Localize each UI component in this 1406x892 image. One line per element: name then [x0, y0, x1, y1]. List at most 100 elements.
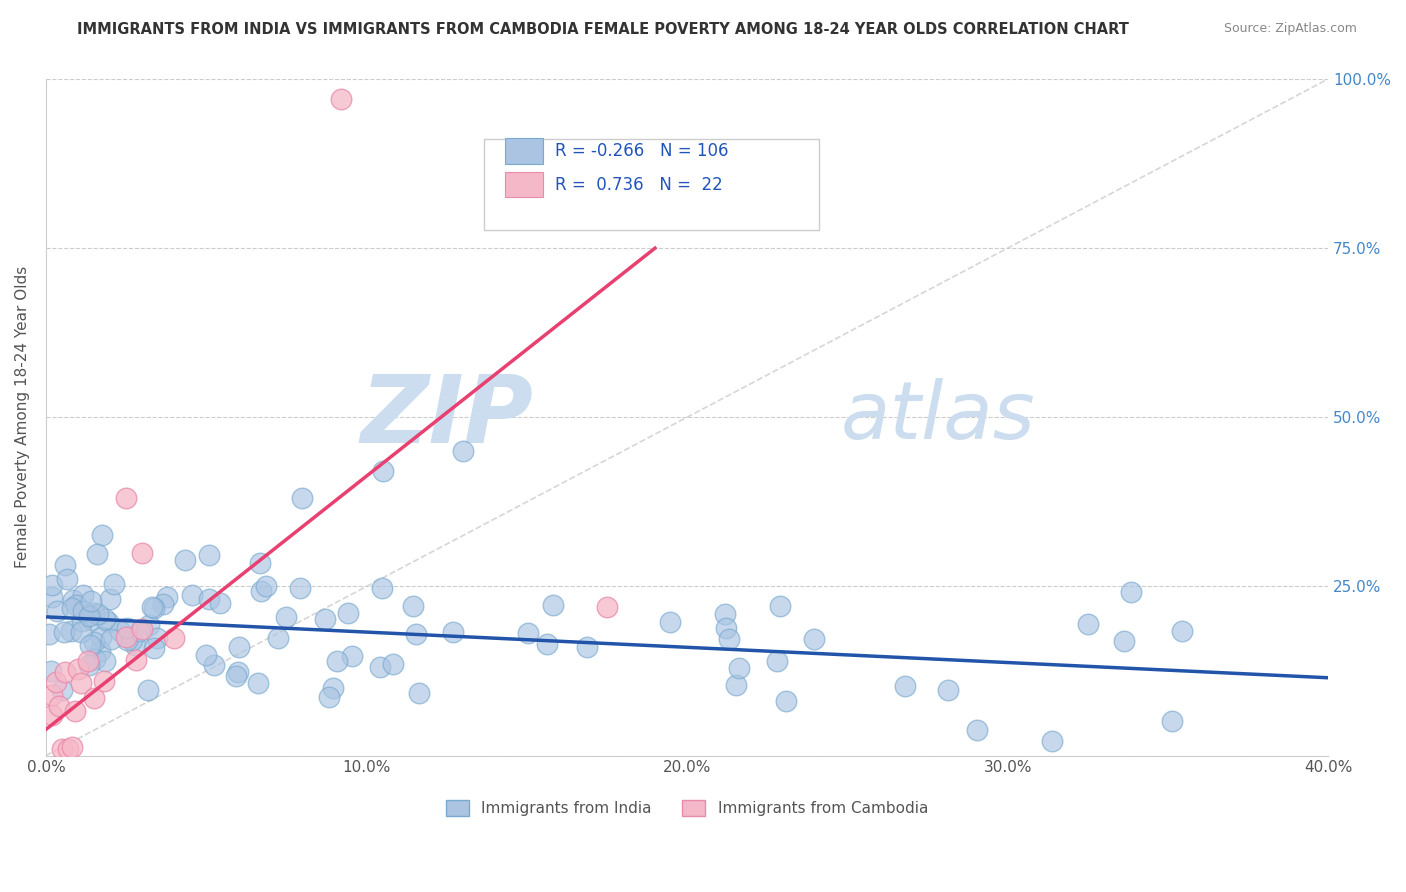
Point: [51, 741, 73, 756]
Point: [765, 654, 787, 668]
Point: [329, 92, 352, 106]
Point: [371, 464, 394, 478]
Point: [368, 660, 391, 674]
Point: [41, 664, 63, 678]
Point: [381, 657, 404, 671]
Point: [60, 739, 83, 754]
Text: Source: ZipAtlas.com: Source: ZipAtlas.com: [1223, 22, 1357, 36]
Point: [87, 607, 110, 622]
Point: [77, 608, 100, 623]
Point: [100, 632, 122, 646]
Point: [97, 615, 120, 629]
Point: [314, 612, 336, 626]
Text: IMMIGRANTS FROM INDIA VS IMMIGRANTS FROM CAMBODIA FEMALE POVERTY AMONG 18-24 YEA: IMMIGRANTS FROM INDIA VS IMMIGRANTS FROM…: [77, 22, 1129, 37]
Point: [83, 635, 105, 649]
Point: [51, 683, 73, 698]
Point: [115, 633, 138, 648]
Point: [60, 600, 83, 615]
Point: [1112, 633, 1135, 648]
Point: [70, 625, 93, 640]
Point: [318, 690, 340, 704]
Point: [146, 631, 169, 645]
Point: [163, 632, 186, 646]
Point: [226, 665, 249, 679]
Point: [267, 632, 290, 646]
Text: ZIP: ZIP: [360, 371, 533, 463]
Point: [41, 688, 63, 702]
Point: [247, 675, 270, 690]
Point: [576, 640, 599, 655]
Point: [209, 597, 232, 611]
Point: [141, 599, 163, 614]
Point: [66, 662, 89, 676]
Point: [966, 723, 988, 737]
Point: [152, 597, 174, 611]
Point: [63, 704, 86, 718]
Point: [128, 624, 150, 639]
Legend: Immigrants from India, Immigrants from Cambodia: Immigrants from India, Immigrants from C…: [440, 794, 934, 822]
Point: [41, 578, 63, 592]
Point: [596, 599, 619, 614]
Point: [125, 653, 148, 667]
Point: [115, 621, 138, 635]
Point: [936, 682, 959, 697]
Point: [1040, 734, 1063, 748]
Point: [718, 632, 741, 647]
Point: [70, 676, 93, 690]
Point: [72, 615, 94, 629]
Point: [115, 631, 138, 645]
Point: [340, 649, 363, 664]
Point: [89, 644, 111, 658]
Point: [536, 637, 558, 651]
Point: [94, 655, 117, 669]
Point: [82, 613, 104, 627]
Point: [98, 591, 121, 606]
Point: [326, 654, 349, 668]
Point: [276, 610, 298, 624]
Point: [53, 625, 76, 640]
Point: [72, 604, 94, 618]
Point: [775, 694, 797, 708]
Point: [142, 640, 165, 655]
Point: [136, 682, 159, 697]
Point: [115, 491, 138, 506]
Point: [543, 598, 565, 612]
Point: [53, 558, 76, 572]
Point: [1119, 584, 1142, 599]
Point: [725, 678, 748, 692]
Point: [79, 593, 101, 607]
Point: [225, 668, 247, 682]
Point: [254, 579, 277, 593]
Point: [195, 648, 218, 662]
FancyBboxPatch shape: [505, 171, 544, 197]
Point: [41, 590, 63, 604]
Point: [76, 654, 98, 668]
Point: [46, 604, 69, 618]
Point: [84, 652, 107, 666]
Point: [77, 658, 100, 673]
Point: [56, 572, 79, 586]
Point: [156, 591, 179, 605]
Point: [58, 741, 80, 756]
Point: [441, 624, 464, 639]
Point: [143, 601, 166, 615]
Y-axis label: Female Poverty Among 18-24 Year Olds: Female Poverty Among 18-24 Year Olds: [15, 266, 30, 568]
Point: [131, 545, 153, 559]
Point: [65, 598, 87, 612]
Point: [108, 624, 131, 638]
Point: [716, 621, 738, 635]
Text: R = -0.266   N = 106: R = -0.266 N = 106: [555, 142, 728, 160]
Point: [48, 699, 70, 714]
Point: [103, 577, 125, 591]
Point: [121, 633, 143, 648]
Point: [202, 657, 225, 672]
Point: [138, 617, 160, 632]
Point: [174, 552, 197, 566]
Point: [402, 599, 425, 613]
Point: [451, 444, 474, 458]
Point: [408, 685, 430, 699]
FancyBboxPatch shape: [505, 138, 544, 163]
Point: [288, 582, 311, 596]
Point: [60, 624, 83, 638]
Text: R =  0.736   N =  22: R = 0.736 N = 22: [555, 176, 723, 194]
